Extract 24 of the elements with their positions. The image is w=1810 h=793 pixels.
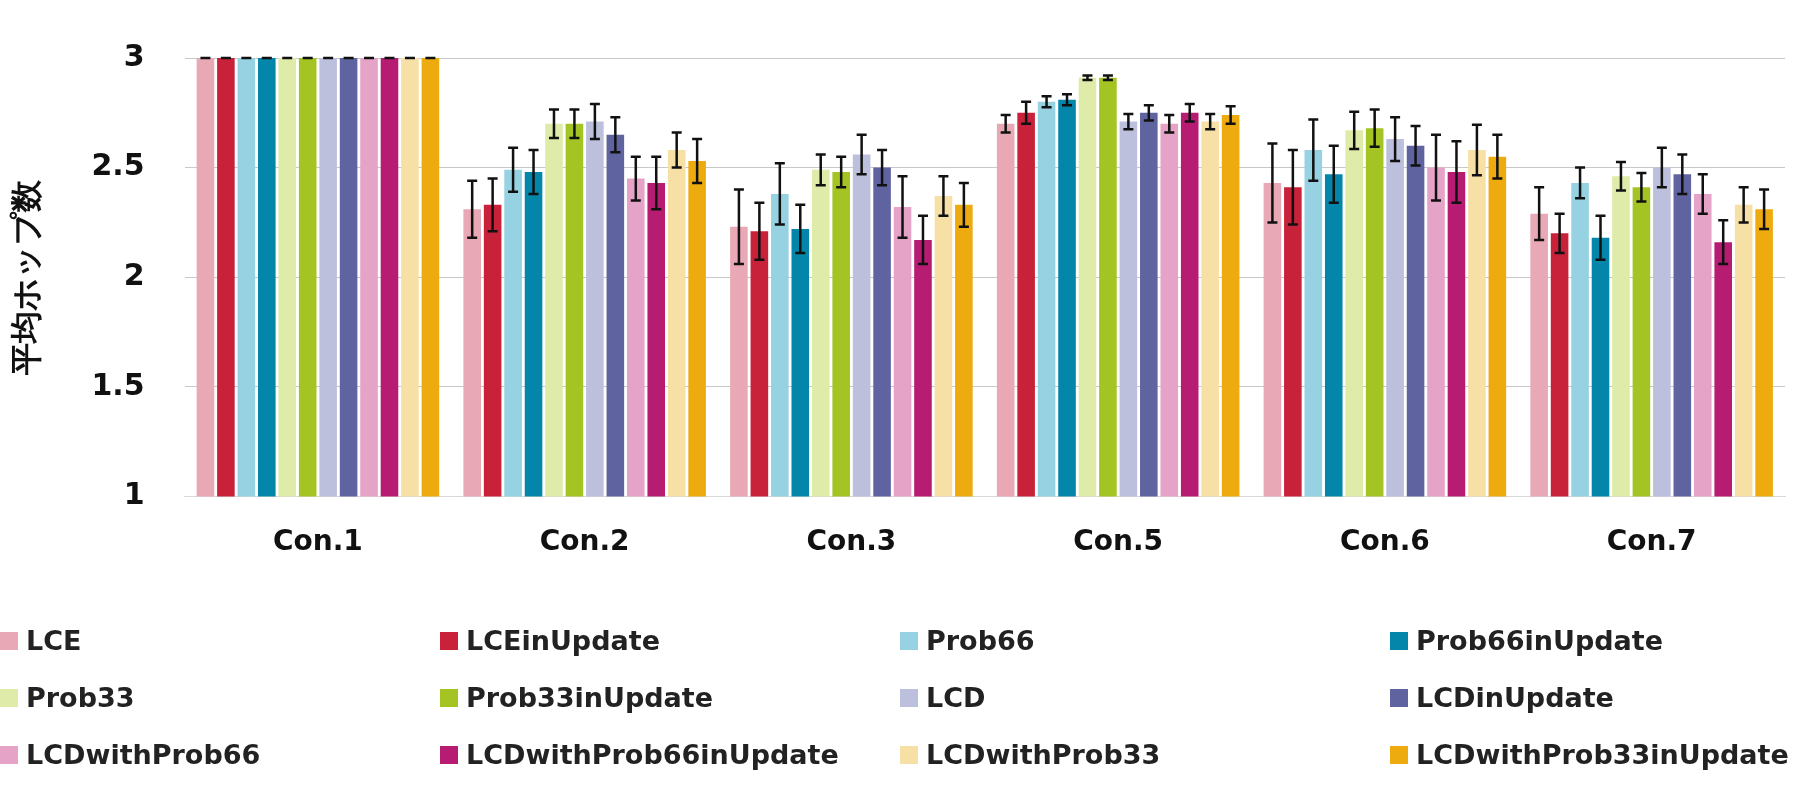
y-tick-label: 1 <box>123 476 145 512</box>
x-tick-label: Con.3 <box>806 524 897 558</box>
legend-label: Prob33 <box>26 682 135 713</box>
x-tick-label: Con.5 <box>1073 524 1164 558</box>
legend-label: LCDinUpdate <box>1416 682 1614 713</box>
legend-label: LCDwithProb66 <box>26 739 261 770</box>
legend-label: LCEinUpdate <box>466 625 660 656</box>
legend-label: Prob66inUpdate <box>1416 625 1664 656</box>
legend-label: LCDwithProb33inUpdate <box>1416 739 1789 770</box>
y-tick-label: 1.5 <box>91 366 145 402</box>
x-tick-label: Con.6 <box>1339 524 1430 558</box>
legend-label: LCDwithProb33 <box>926 739 1161 770</box>
x-tick-label: Con.7 <box>1606 524 1697 558</box>
legend-label: Prob33inUpdate <box>466 682 714 713</box>
y-tick-label: 3 <box>123 37 145 73</box>
legend-label: LCDwithProb66inUpdate <box>466 739 839 770</box>
y-tick-label: 2.5 <box>91 147 145 183</box>
x-tick-label: Con.1 <box>272 524 363 558</box>
x-tick-label: Con.2 <box>539 524 630 558</box>
y-axis-title: 平均ホップ数 <box>6 178 45 376</box>
legend-label: LCD <box>926 682 986 713</box>
legend-label: LCE <box>26 625 82 656</box>
y-tick-label: 2 <box>123 257 145 292</box>
legend-label: Prob66 <box>926 625 1035 656</box>
